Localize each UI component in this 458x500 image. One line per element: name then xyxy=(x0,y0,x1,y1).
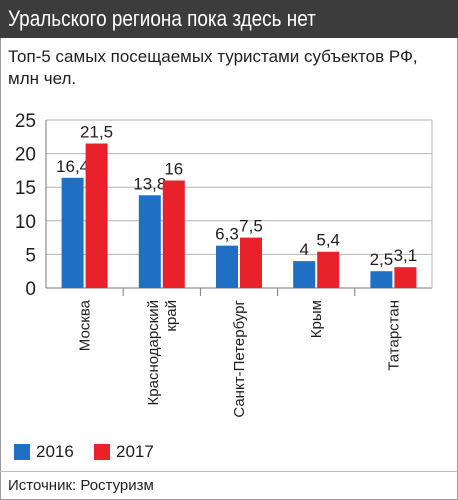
category-label: Москва xyxy=(77,299,94,351)
category-label: Краснодарскийкрай xyxy=(145,300,180,405)
bar-chart: 0 5 10 15 20 25 16,4 21,5 Москва 13,816 Краснодарс… xyxy=(15,111,433,418)
category-label: Татарстан xyxy=(385,300,402,371)
y-tick-label: 20 xyxy=(15,145,36,166)
legend-swatch-2017 xyxy=(94,444,110,460)
header-bar: Уральского региона пока здесь нет xyxy=(0,0,458,38)
header-title: Уральского региона пока здесь нет xyxy=(8,6,316,31)
y-tick-label: 25 xyxy=(15,111,36,132)
legend: 2016 2017 xyxy=(0,440,458,466)
y-tick-label: 0 xyxy=(25,279,36,300)
data-label: 5,4 xyxy=(316,231,340,250)
y-tick-label: 15 xyxy=(15,178,36,199)
data-label: 21,5 xyxy=(80,123,113,142)
bar-2016 xyxy=(293,261,316,288)
legend-item-2017: 2017 xyxy=(94,440,154,464)
bar-2017 xyxy=(394,267,417,288)
data-label: 2,5 xyxy=(370,250,394,269)
data-label: 3,1 xyxy=(394,246,418,265)
bar-2017 xyxy=(85,143,108,288)
bar-2017 xyxy=(240,237,262,288)
data-label: 4 xyxy=(299,240,308,259)
data-label: 6,3 xyxy=(215,225,239,244)
y-tick-label: 10 xyxy=(15,212,36,233)
chart-subtitle: Топ-5 самых посещаемых туристами субъект… xyxy=(8,47,418,88)
legend-swatch-2016 xyxy=(14,444,30,460)
bar-2016 xyxy=(61,177,84,288)
bar-2017 xyxy=(162,180,185,288)
category-label: Крым xyxy=(308,300,325,338)
source-note: Источник: Ростуризм xyxy=(8,477,154,494)
bar-2016 xyxy=(370,271,393,288)
data-label: 16 xyxy=(164,159,183,178)
legend-label-2017: 2017 xyxy=(116,442,154,461)
category-label: Санкт-Петербург xyxy=(231,299,248,417)
data-label: 13,8 xyxy=(133,174,166,193)
data-label: 7,5 xyxy=(239,217,263,236)
data-label: 16,4 xyxy=(56,157,89,176)
legend-item-2016: 2016 xyxy=(14,440,74,464)
y-tick-label: 5 xyxy=(25,245,36,266)
bar-2016 xyxy=(216,245,238,288)
legend-label-2016: 2016 xyxy=(36,442,74,461)
source-divider xyxy=(0,471,458,472)
bar-2016 xyxy=(138,195,161,288)
bar-2017 xyxy=(317,251,340,288)
